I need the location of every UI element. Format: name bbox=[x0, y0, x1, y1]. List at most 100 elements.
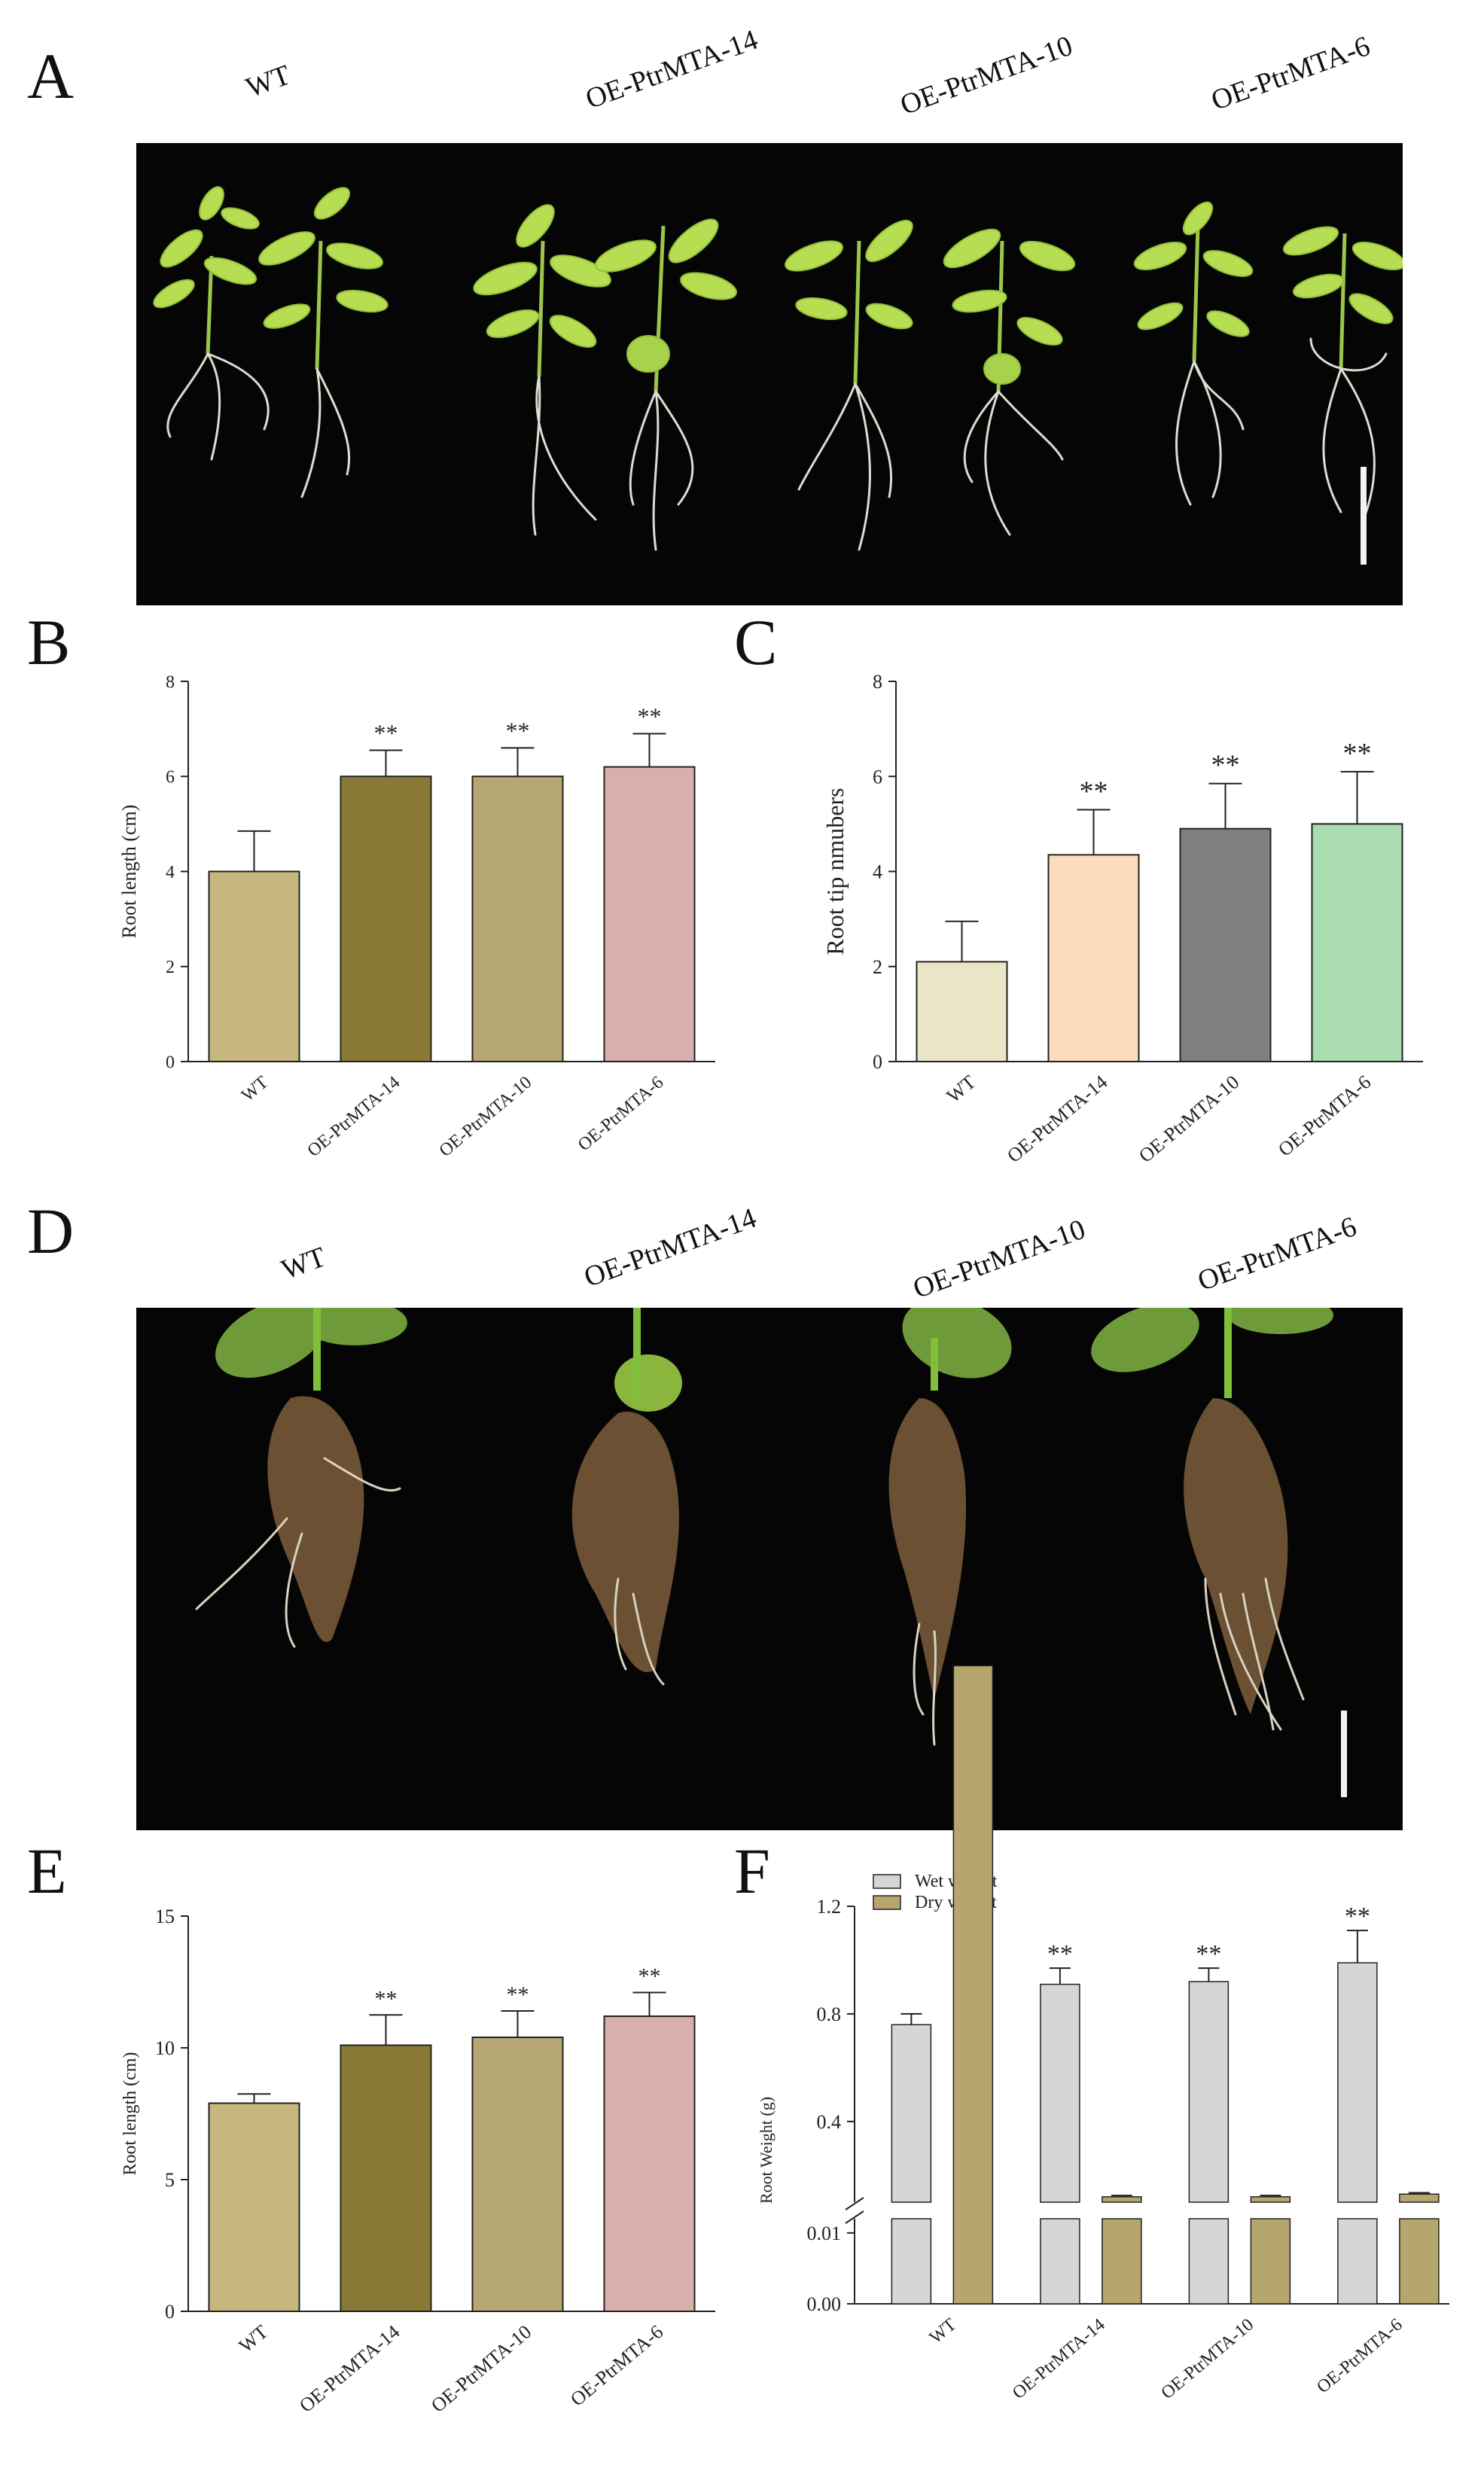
x-tick-label: WT bbox=[926, 2314, 961, 2347]
bar bbox=[1188, 1981, 1230, 2203]
x-tick-label: OE-PtrMTA-14 bbox=[1003, 1071, 1111, 1167]
x-tick-label: WT bbox=[943, 1071, 980, 1107]
plant-oe14-2 bbox=[595, 218, 737, 392]
x-tick-label: OE-PtrMTA-6 bbox=[566, 2320, 667, 2410]
x-tick-label: OE-PtrMTA-14 bbox=[295, 2320, 404, 2417]
y-axis-label: Root length (cm) bbox=[118, 805, 140, 939]
panel-a-label-oe6: OE-PtrMTA-6 bbox=[1207, 30, 1375, 117]
plant-oe10-2 bbox=[943, 228, 1076, 392]
x-tick-label: WT bbox=[235, 2320, 273, 2357]
panel-d-label-oe6: OE-PtrMTA-6 bbox=[1193, 1211, 1361, 1298]
bar-lower-segment bbox=[891, 2218, 932, 2305]
plant-wt-2 bbox=[258, 187, 389, 370]
x-tick-label: OE-PtrMTA-14 bbox=[1009, 2315, 1109, 2403]
y-axis-label: Root length (cm) bbox=[120, 2052, 140, 2176]
x-tick-label: OE-PtrMTA-14 bbox=[304, 1073, 404, 1161]
x-tick-label: OE-PtrMTA-6 bbox=[1274, 1071, 1375, 1160]
panel-a-label-wt: WT bbox=[242, 59, 295, 105]
significance-mark: ** bbox=[1211, 750, 1240, 781]
bar bbox=[1102, 2196, 1142, 2203]
x-tick-label: OE-PtrMTA-10 bbox=[436, 1073, 536, 1161]
x-tick-label: OE-PtrMTA-10 bbox=[1135, 1071, 1243, 1167]
bar bbox=[1399, 2193, 1440, 2203]
panel-d-photo bbox=[136, 1308, 1403, 1830]
plant-oe10-1 bbox=[785, 220, 913, 385]
significance-mark: ** bbox=[506, 717, 530, 744]
scale-bar-d bbox=[1341, 1711, 1347, 1797]
bar bbox=[340, 2044, 432, 2312]
bar bbox=[1179, 827, 1272, 1062]
y-tick-label: 4 bbox=[873, 861, 882, 883]
bar bbox=[340, 775, 432, 1062]
y-axis-label: Root tip nmubers bbox=[821, 788, 849, 955]
panel-d-label-wt: WT bbox=[277, 1241, 331, 1287]
panel-a-label-oe14: OE-PtrMTA-14 bbox=[581, 23, 762, 116]
bar-lower-segment bbox=[1102, 2218, 1142, 2305]
bar-lower-segment bbox=[1337, 2218, 1378, 2305]
panel-a-photo bbox=[136, 143, 1403, 605]
bar bbox=[603, 2015, 696, 2312]
bar bbox=[208, 870, 300, 1062]
significance-mark: ** bbox=[638, 702, 662, 730]
bar bbox=[1337, 1962, 1378, 2203]
plant-oe6-1 bbox=[1133, 201, 1254, 362]
panel-letter-e: E bbox=[27, 1835, 67, 1907]
x-tick-label: OE-PtrMTA-10 bbox=[1158, 2315, 1258, 2403]
bar bbox=[471, 2037, 564, 2312]
significance-mark: ** bbox=[375, 1986, 398, 2011]
y-tick-label: 2 bbox=[166, 958, 175, 977]
bar bbox=[916, 961, 1008, 1062]
chart-c: 0 2 4 6 8 Root tip nmubers WT ** OE-PtrMTA-14 ** O… bbox=[821, 671, 1423, 1167]
bar-lower-segment bbox=[1188, 2218, 1230, 2305]
bar bbox=[891, 2024, 932, 2203]
y-tick-label: 0.4 bbox=[817, 2111, 842, 2133]
bar bbox=[471, 775, 564, 1062]
y-tick-label: 0.01 bbox=[807, 2223, 842, 2244]
bar-lower-segment bbox=[1399, 2218, 1440, 2305]
y-tick-label: 1.2 bbox=[817, 1896, 842, 1918]
bar-lower-segment bbox=[1250, 2218, 1291, 2305]
x-tick-label: OE-PtrMTA-10 bbox=[427, 2320, 535, 2417]
bar bbox=[208, 2102, 300, 2312]
y-tick-label: 8 bbox=[166, 672, 175, 692]
x-tick-label: OE-PtrMTA-6 bbox=[574, 1073, 668, 1156]
y-tick-label: 0 bbox=[165, 2301, 175, 2323]
panel-a-roots bbox=[166, 337, 1388, 551]
bar bbox=[1250, 2196, 1291, 2203]
y-tick-label: 5 bbox=[165, 2169, 175, 2191]
y-tick-label: 4 bbox=[166, 863, 175, 882]
bar bbox=[952, 1665, 994, 2305]
panel-d-label-oe14: OE-PtrMTA-14 bbox=[580, 1202, 760, 1294]
significance-mark: ** bbox=[638, 1964, 661, 1989]
significance-mark: ** bbox=[1080, 775, 1108, 807]
y-axis-label: Root Weight (g) bbox=[757, 2097, 776, 2204]
panel-a-label-oe10: OE-PtrMTA-10 bbox=[896, 29, 1077, 122]
bar bbox=[1311, 823, 1403, 1062]
panel-d-root-masses bbox=[267, 1396, 1288, 1714]
plant-wt-1 bbox=[153, 186, 260, 355]
y-tick-label: 15 bbox=[155, 1906, 175, 1927]
bar-lower-segment bbox=[1040, 2218, 1080, 2305]
y-tick-label: 6 bbox=[166, 768, 175, 788]
bar bbox=[1040, 1983, 1080, 2203]
significance-mark: ** bbox=[1343, 738, 1372, 769]
panel-d-roots-illustration bbox=[195, 1308, 1347, 1797]
significance-mark: ** bbox=[1196, 1940, 1221, 1968]
chart-e: 0 5 10 15 Root length (cm) WT ** OE-PtrMTA-14 **… bbox=[120, 1906, 715, 2417]
x-tick-label: WT bbox=[238, 1072, 273, 1105]
y-tick-label: 6 bbox=[873, 766, 882, 788]
bar bbox=[1047, 854, 1140, 1062]
panel-letter-c: C bbox=[734, 606, 778, 678]
y-tick-label: 10 bbox=[155, 2037, 175, 2059]
panel-letter-f: F bbox=[734, 1835, 770, 1907]
panel-a-plants-illustration bbox=[153, 186, 1403, 565]
y-tick-label: 0.8 bbox=[817, 2003, 842, 2025]
panel-letter-a: A bbox=[27, 40, 75, 112]
axis-break-mark bbox=[845, 2197, 864, 2224]
panel-letter-d: D bbox=[27, 1195, 75, 1267]
significance-mark: ** bbox=[374, 720, 398, 747]
significance-mark: ** bbox=[1047, 1940, 1073, 1968]
panel-letter-b: B bbox=[27, 606, 71, 678]
panel-d-fine-roots bbox=[195, 1457, 1305, 1746]
y-tick-label: 8 bbox=[873, 671, 882, 693]
